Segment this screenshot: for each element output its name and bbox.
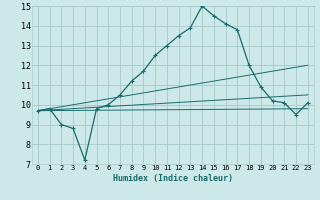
X-axis label: Humidex (Indice chaleur): Humidex (Indice chaleur) (113, 174, 233, 183)
